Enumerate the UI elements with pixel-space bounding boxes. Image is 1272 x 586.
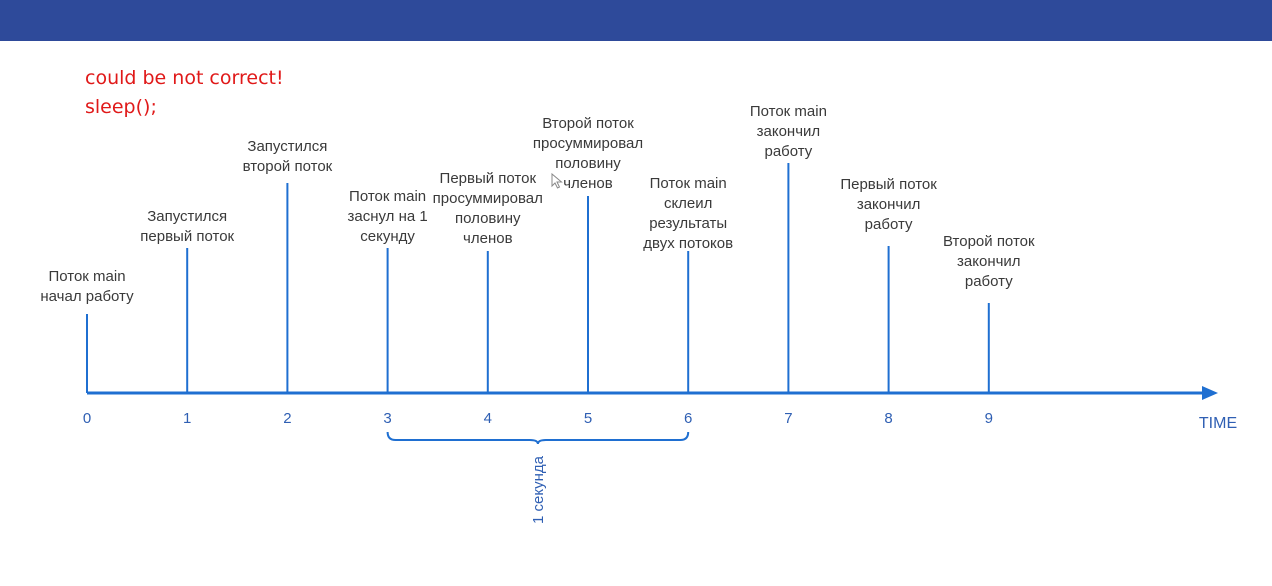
event-label-4-line-2: просуммировал xyxy=(433,190,543,207)
event-label-8-line-2: закончил xyxy=(857,196,921,213)
tick-labels: 0 1 2 3 4 5 6 7 8 9 xyxy=(83,410,993,427)
event-label-5-line-1: Второй поток xyxy=(542,115,634,132)
event-label-2-line-1: Запустился xyxy=(247,138,327,155)
event-label-5-line-4: членов xyxy=(563,175,613,192)
time-axis-label: TIME xyxy=(1199,415,1237,432)
tick-label-8: 8 xyxy=(884,410,892,427)
header-bar xyxy=(0,0,1272,41)
event-label-2-line-2: второй поток xyxy=(243,158,333,175)
event-label-5-line-3: половину xyxy=(555,155,621,172)
tick-label-6: 6 xyxy=(684,410,692,427)
event-label-6-line-1: Поток main xyxy=(650,175,727,192)
note-line-2: sleep(); xyxy=(85,96,157,118)
event-label-6-line-3: результаты xyxy=(649,215,727,232)
event-label-4-line-3: половину xyxy=(455,210,521,227)
event-label-4-line-1: Первый поток xyxy=(440,170,537,187)
event-label-1-line-1: Запустился xyxy=(147,208,227,225)
event-label-8-line-3: работу xyxy=(865,216,913,233)
tick-label-4: 4 xyxy=(484,410,492,427)
event-label-1-line-2: первый поток xyxy=(140,228,234,245)
bracket-label: 1 секунда xyxy=(530,455,547,524)
event-label-9-line-1: Второй поток xyxy=(943,233,1035,250)
event-label-0-line-1: Поток main xyxy=(48,268,125,285)
event-label-0-line-2: начал работу xyxy=(40,288,134,305)
tick-label-1: 1 xyxy=(183,410,191,427)
tick-label-7: 7 xyxy=(784,410,792,427)
events: Поток main начал работу Запустился первый п… xyxy=(40,103,1035,393)
tick-label-5: 5 xyxy=(584,410,592,427)
tick-label-3: 3 xyxy=(383,410,391,427)
event-label-7-line-2: закончил xyxy=(757,123,821,140)
event-label-7-line-1: Поток main xyxy=(750,103,827,120)
tick-label-9: 9 xyxy=(985,410,993,427)
event-label-3-line-3: секунду xyxy=(360,228,415,245)
duration-bracket: 1 секунда xyxy=(386,431,690,524)
time-axis-arrowhead xyxy=(1202,386,1218,400)
event-label-8-line-1: Первый поток xyxy=(840,176,937,193)
event-label-6-line-2: склеил xyxy=(664,195,712,212)
event-label-9-line-2: закончил xyxy=(957,253,1021,270)
bracket-shape xyxy=(386,431,690,445)
event-label-3-line-1: Поток main xyxy=(349,188,426,205)
mouse-cursor-icon xyxy=(551,173,563,189)
event-label-4-line-4: членов xyxy=(463,230,513,247)
event-label-7-line-3: работу xyxy=(764,143,812,160)
event-label-6-line-4: двух потоков xyxy=(643,235,733,252)
event-label-3-line-2: заснул на 1 xyxy=(347,208,427,225)
note-line-1: could be not correct! xyxy=(85,67,284,89)
tick-label-0: 0 xyxy=(83,410,91,427)
tick-label-2: 2 xyxy=(283,410,291,427)
event-label-9-line-3: работу xyxy=(965,273,1013,290)
event-label-5-line-2: просуммировал xyxy=(533,135,643,152)
